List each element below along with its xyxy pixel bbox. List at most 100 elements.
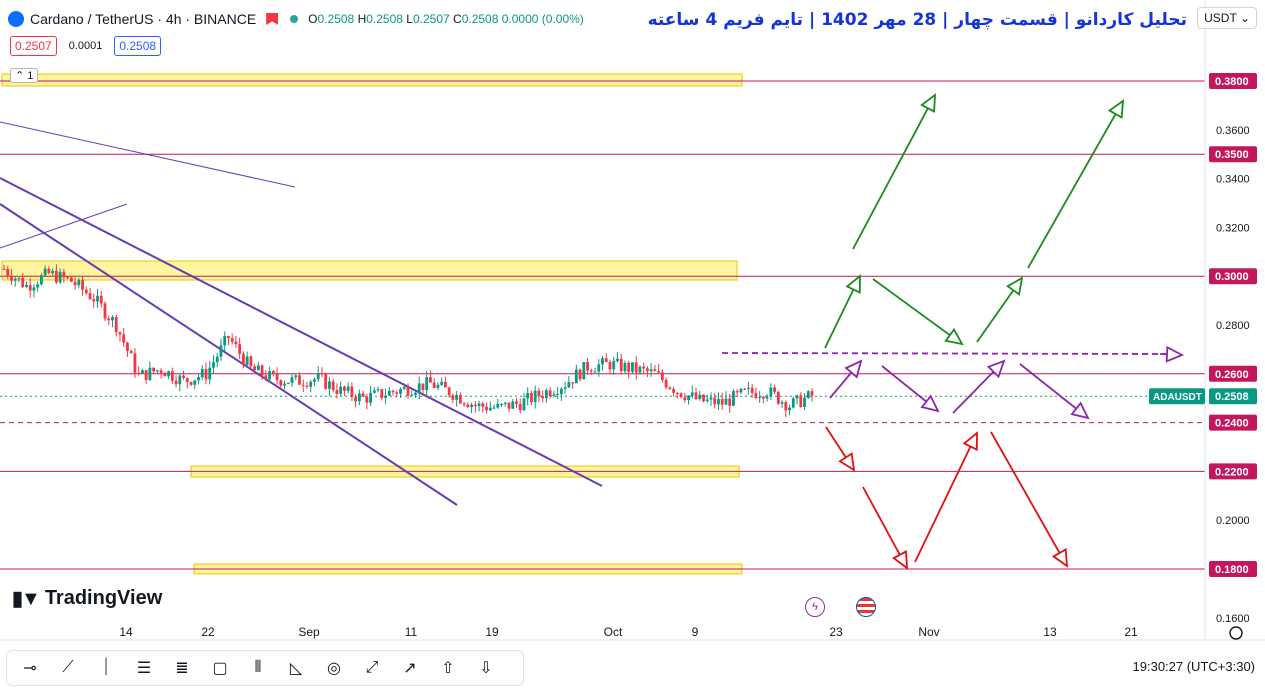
candle-body <box>485 406 488 411</box>
fib-retracement-icon[interactable]: ≣ <box>175 660 189 677</box>
green-arrow-5 <box>1027 100 1124 269</box>
candle-body <box>631 362 634 372</box>
level-badge <box>1209 561 1257 577</box>
flag-icon[interactable] <box>266 13 279 25</box>
clock-timezone[interactable]: 19:30:27 (UTC+3:30) <box>1132 659 1255 674</box>
y-tick-label: 0.2800 <box>1216 320 1250 332</box>
candle-body <box>6 269 10 276</box>
candle-body <box>335 390 339 394</box>
rectangle-icon[interactable]: ▢ <box>212 660 228 677</box>
projection-dashed-level <box>721 352 1169 355</box>
horizontal-ray-icon[interactable]: ⊸ <box>23 660 37 677</box>
candle-body <box>391 390 395 393</box>
candle-body <box>724 398 728 405</box>
y-tick-label: 0.1600 <box>1216 613 1250 625</box>
candle-body <box>537 390 541 397</box>
candle-body <box>735 391 739 393</box>
cardano-coin-icon <box>8 11 24 27</box>
candle-body <box>784 402 788 411</box>
x-tick-label: Sep <box>298 625 320 639</box>
candle-body <box>432 382 436 388</box>
candle-body <box>694 392 698 399</box>
candle-body <box>96 295 99 302</box>
candle-body <box>88 293 92 300</box>
green-arrow-2 <box>872 278 963 345</box>
candle-body <box>193 380 197 385</box>
level-badge-label: 0.3000 <box>1215 271 1249 283</box>
candle-body <box>324 374 328 389</box>
us-flag-icon[interactable] <box>856 597 876 617</box>
vertical-line-icon[interactable]: ⏐ <box>101 659 111 676</box>
candle-body <box>279 380 283 386</box>
candle-body <box>163 372 167 377</box>
candle-body <box>649 369 653 372</box>
candle-body <box>788 407 791 411</box>
candle-body <box>769 387 773 397</box>
candle-body <box>518 403 522 411</box>
candle-body <box>743 388 747 390</box>
candle-body <box>137 372 141 374</box>
indicator-legend[interactable]: ⌃ 1 <box>10 68 39 83</box>
candle-body <box>660 372 664 380</box>
sell-button[interactable]: 0.2507 <box>10 36 57 56</box>
candle-body <box>530 393 533 403</box>
x-tick-label: 22 <box>201 625 215 639</box>
candle-body <box>623 362 627 372</box>
brush-icon[interactable]: ⤢ <box>365 659 379 676</box>
candle-body <box>174 380 178 385</box>
y-tick-label: 0.3400 <box>1216 174 1250 186</box>
candle-body <box>481 403 485 407</box>
candle-body <box>612 361 616 370</box>
long-short-icon[interactable]: ⫴ <box>254 659 262 676</box>
candle-body <box>399 389 402 394</box>
candle-body <box>571 382 574 384</box>
arrow-up-right-icon[interactable]: ↗ <box>403 660 417 677</box>
tradingview-logo[interactable]: ▮▼ TradingView <box>12 587 163 610</box>
trend-line-icon[interactable]: ⟋ <box>62 659 74 676</box>
candle-body <box>795 395 799 399</box>
candle-body <box>410 394 414 396</box>
candle-body <box>309 381 313 387</box>
collapse-icon[interactable]: ⌃ <box>15 70 25 82</box>
arrow-up-icon[interactable]: ⇧ <box>441 660 455 677</box>
candle-body <box>294 375 298 378</box>
circle-icon[interactable]: ◎ <box>327 660 341 677</box>
candle-body <box>567 382 571 388</box>
candle-body <box>675 392 679 394</box>
trend-line-3 <box>0 203 128 249</box>
candle-body <box>477 403 481 407</box>
settings-gear-icon <box>1229 626 1243 640</box>
arrow-down-icon[interactable]: ⇩ <box>479 660 493 677</box>
current-price-badge <box>1209 388 1257 405</box>
candle-body <box>563 387 567 389</box>
red-arrow-1-head <box>838 452 856 472</box>
lightning-icon[interactable]: ϟ <box>805 597 825 617</box>
currency-selector[interactable]: USDT ⌄ <box>1197 7 1257 29</box>
candle-body <box>253 366 257 371</box>
tradingview-icon: ▮▼ <box>12 588 41 610</box>
candle-body <box>593 371 597 373</box>
candle-body <box>380 389 384 398</box>
candle-body <box>21 277 25 287</box>
candle-body <box>574 369 578 384</box>
candle-body <box>215 356 219 363</box>
parallel-channel-icon[interactable]: ☰ <box>136 660 152 677</box>
candle-body <box>354 396 358 402</box>
candle-body <box>500 403 503 405</box>
candle-body <box>197 377 200 381</box>
red-arrow-4 <box>990 431 1068 567</box>
x-tick-label: 13 <box>1043 625 1057 639</box>
symbol-title[interactable]: Cardano / TetherUS · 4h · BINANCE <box>30 11 257 27</box>
candle-body <box>717 398 720 405</box>
candle-body <box>361 393 365 397</box>
level-badge <box>1209 268 1257 285</box>
abcd-pattern-icon[interactable]: ◺ <box>289 660 303 677</box>
buy-button[interactable]: 0.2508 <box>114 36 162 56</box>
candle-body <box>552 394 556 397</box>
candle-body <box>548 390 552 397</box>
candle-body <box>316 373 320 380</box>
candle-body <box>387 390 391 396</box>
drawing-toolbar: ⊸ ⟋ ⏐ ☰ ≣ ▢ ⫴ ◺ ◎ ⤢ ↗ ⇧ ⇩ <box>6 650 524 686</box>
candle-body <box>283 383 286 386</box>
